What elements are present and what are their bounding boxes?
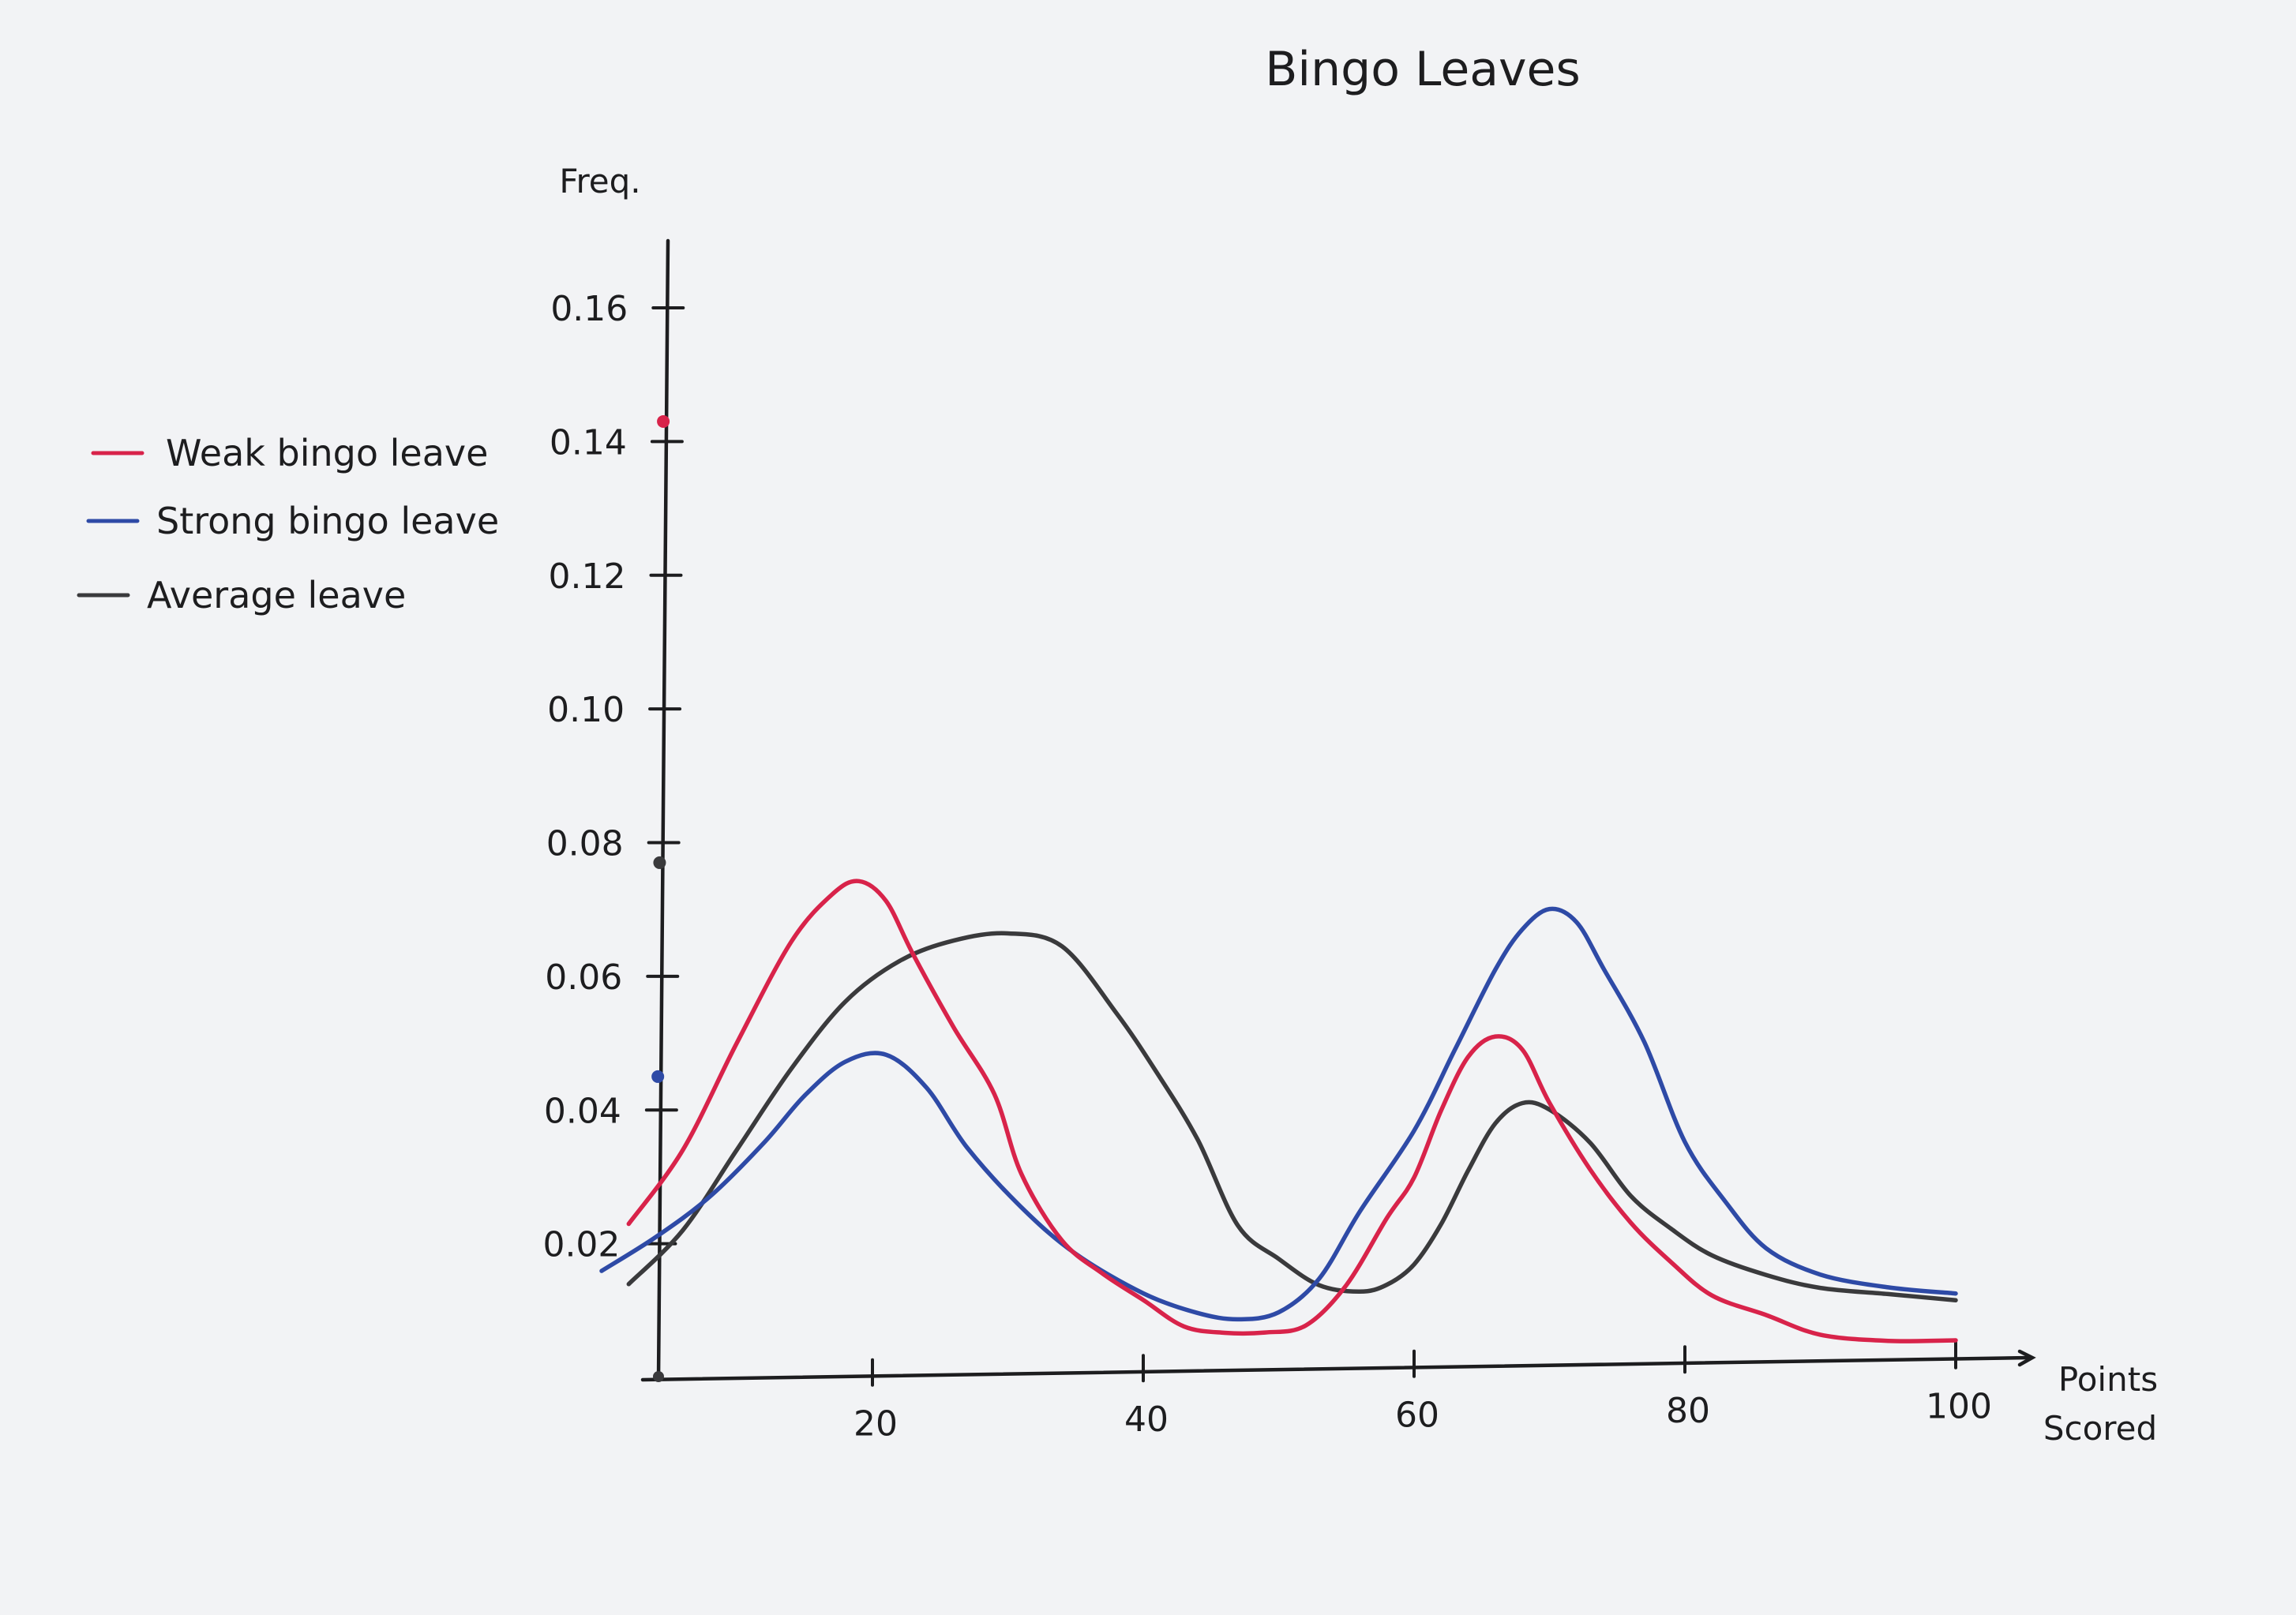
series-lines bbox=[599, 879, 1958, 1343]
series-line-average-leave bbox=[626, 931, 1958, 1302]
y-axis-label: Freq. bbox=[559, 162, 640, 200]
x-tick-label: 40 bbox=[1124, 1400, 1169, 1440]
x-axis-label-line-2: Scored bbox=[2043, 1409, 2157, 1448]
x-ticks: 20 40 60 80 100 bbox=[853, 1340, 1992, 1445]
y-ticks: 0.02 0.04 0.06 0.08 0.10 0.12 0.14 0.16 bbox=[542, 289, 685, 1265]
axis-marker-dot bbox=[651, 1070, 665, 1083]
y-tick-label: 0.16 bbox=[550, 289, 628, 329]
y-tick-label: 0.06 bbox=[545, 957, 622, 998]
y-tick-label: 0.14 bbox=[550, 422, 627, 463]
x-axis-label-line-1: Points bbox=[2058, 1360, 2158, 1399]
chart-title: Bingo Leaves bbox=[1265, 42, 1580, 97]
y-tick-label: 0.08 bbox=[546, 824, 624, 864]
x-tick-label: 60 bbox=[1395, 1396, 1439, 1436]
x-axis-arrow bbox=[2017, 1349, 2036, 1367]
y-tick-label: 0.02 bbox=[542, 1225, 620, 1265]
axis-marker-dot bbox=[657, 414, 670, 428]
y-tick-label: 0.10 bbox=[547, 690, 625, 730]
y-tick-label: 0.12 bbox=[549, 556, 626, 597]
legend-label: Average leave bbox=[147, 574, 406, 616]
legend-label: Strong bingo leave bbox=[156, 500, 499, 542]
legend-label: Weak bingo leave bbox=[166, 432, 488, 474]
origin-dot bbox=[653, 1371, 664, 1382]
y-axis-line bbox=[656, 238, 670, 1382]
y-tick-label: 0.04 bbox=[544, 1091, 621, 1131]
axis-marker-dot bbox=[653, 856, 666, 869]
series-line-weak-bingo-leave bbox=[626, 879, 1958, 1343]
x-tick-label: 100 bbox=[1926, 1387, 1992, 1427]
series-line-strong-bingo-leave bbox=[599, 906, 1958, 1322]
axis-markers bbox=[651, 414, 670, 1382]
x-tick-label: 20 bbox=[853, 1404, 898, 1445]
legend: Weak bingo leave Strong bingo leave Averag… bbox=[77, 432, 499, 616]
x-axis-line bbox=[640, 1355, 2032, 1382]
x-tick-label: 80 bbox=[1666, 1391, 1710, 1431]
